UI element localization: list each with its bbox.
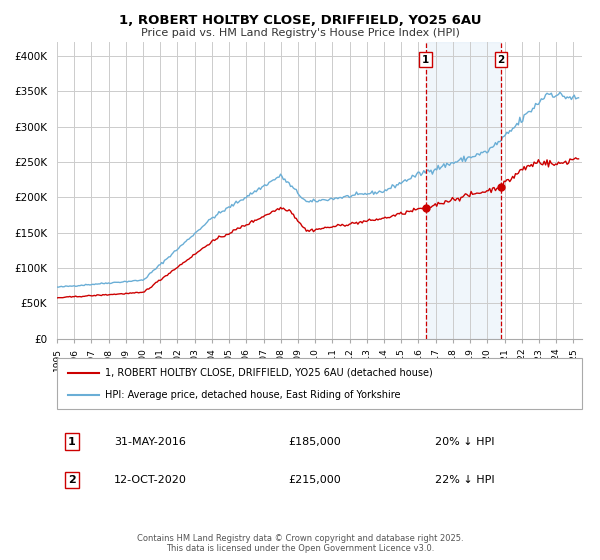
- Text: 1: 1: [68, 436, 76, 446]
- Text: 31-MAY-2016: 31-MAY-2016: [114, 436, 186, 446]
- Text: 20% ↓ HPI: 20% ↓ HPI: [435, 436, 495, 446]
- Text: 2: 2: [497, 55, 505, 64]
- Text: 22% ↓ HPI: 22% ↓ HPI: [435, 475, 495, 485]
- Text: 12-OCT-2020: 12-OCT-2020: [113, 475, 187, 485]
- Text: Price paid vs. HM Land Registry's House Price Index (HPI): Price paid vs. HM Land Registry's House …: [140, 28, 460, 38]
- Text: Contains HM Land Registry data © Crown copyright and database right 2025.
This d: Contains HM Land Registry data © Crown c…: [137, 534, 463, 553]
- Text: £185,000: £185,000: [289, 436, 341, 446]
- Text: 1, ROBERT HOLTBY CLOSE, DRIFFIELD, YO25 6AU: 1, ROBERT HOLTBY CLOSE, DRIFFIELD, YO25 …: [119, 14, 481, 27]
- Text: 1, ROBERT HOLTBY CLOSE, DRIFFIELD, YO25 6AU (detached house): 1, ROBERT HOLTBY CLOSE, DRIFFIELD, YO25 …: [105, 367, 433, 377]
- Bar: [426, 42, 501, 339]
- Text: HPI: Average price, detached house, East Riding of Yorkshire: HPI: Average price, detached house, East…: [105, 390, 401, 400]
- Text: 1: 1: [422, 55, 430, 64]
- Text: 2: 2: [68, 475, 76, 485]
- Text: £215,000: £215,000: [289, 475, 341, 485]
